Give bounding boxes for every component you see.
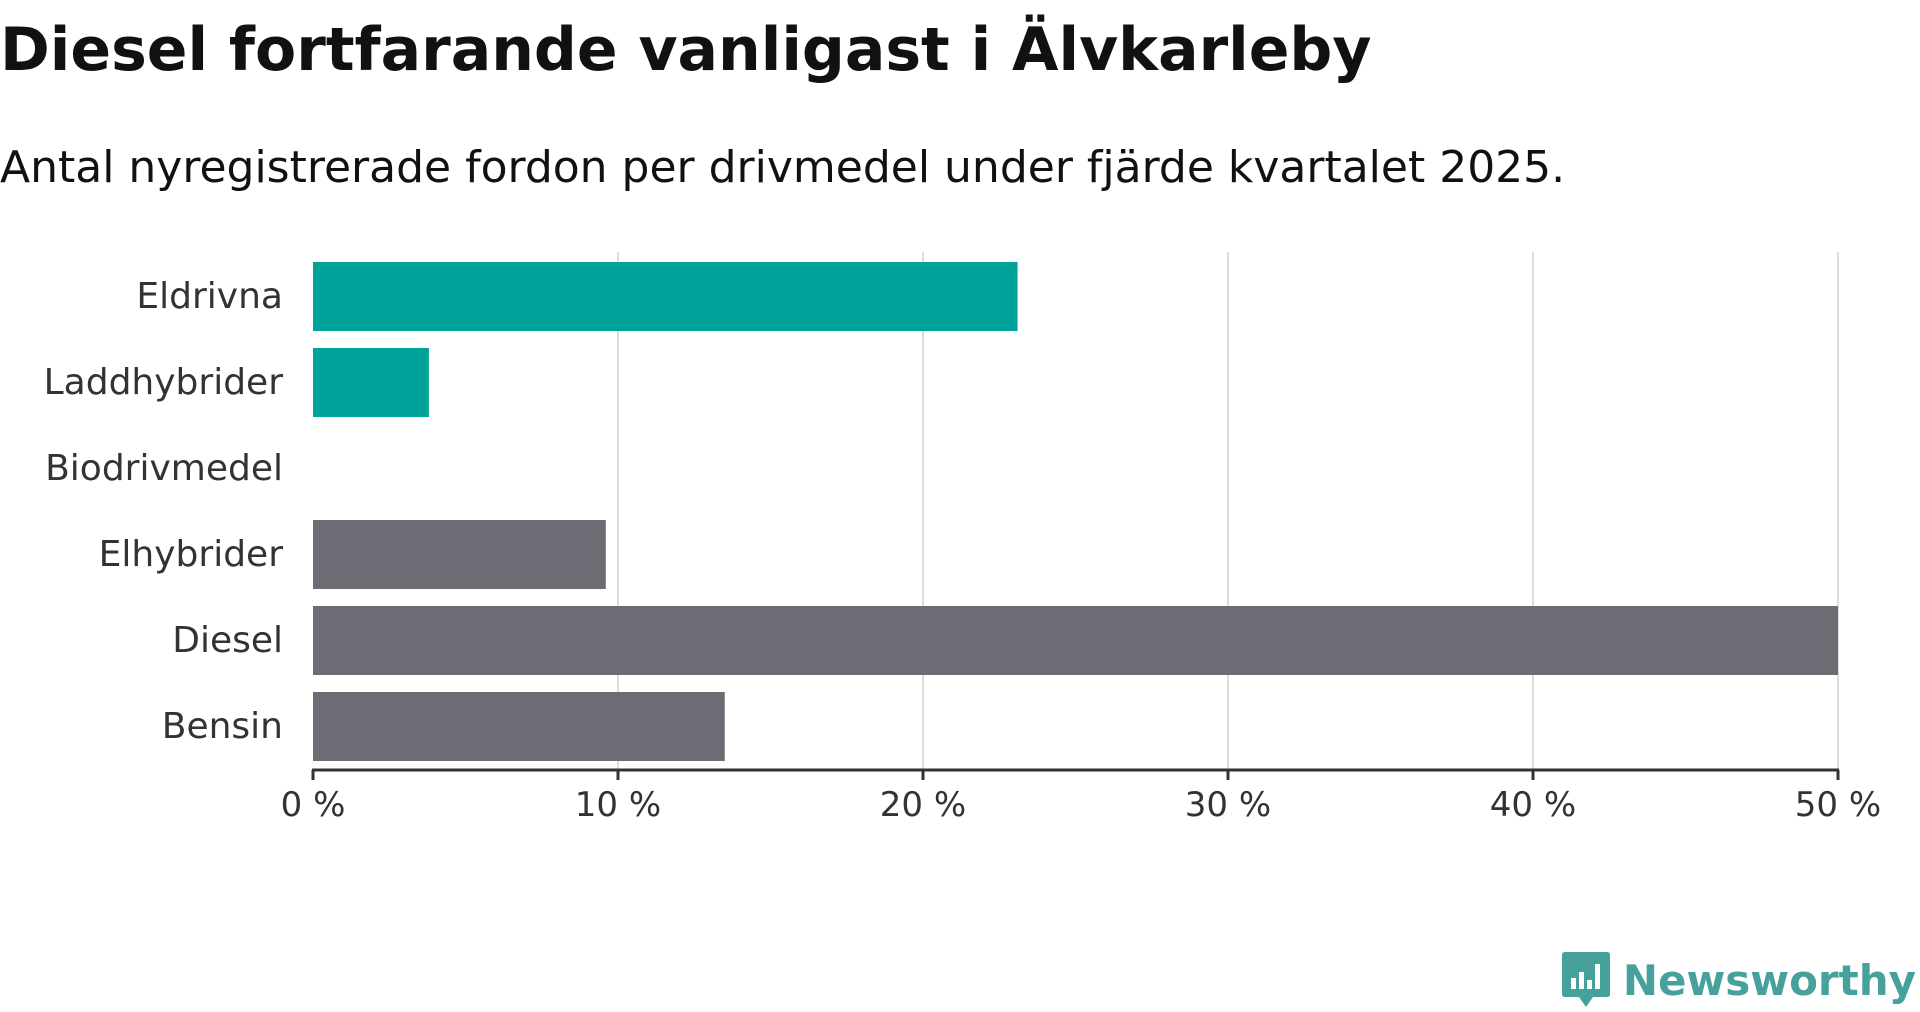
bar [313,262,1018,331]
x-tick-label: 10 % [575,785,661,825]
category-label: Eldrivna [136,276,283,317]
newsworthy-logo-text: Newsworthy [1622,955,1916,1005]
x-tick-label: 50 % [1795,785,1881,825]
x-tick-label: 0 % [281,785,346,825]
category-label: Biodrivmedel [45,448,283,489]
x-tick-label: 40 % [1490,785,1576,825]
category-label: Laddhybrider [44,362,284,403]
category-label: Bensin [162,706,283,747]
x-axis: 0 % 10 % 20 % 30 % 40 % 50 % [281,768,1881,825]
x-tick-label: 30 % [1185,785,1271,825]
x-tick-label: 20 % [880,785,966,825]
bar [313,606,1838,675]
gridlines [617,252,1839,770]
category-label: Diesel [172,620,283,661]
bar [313,348,429,417]
newsworthy-logo: Newsworthy [1561,948,1916,1012]
category-label: Elhybrider [99,534,284,575]
chart-subtitle: Antal nyregistrerade fordon per drivmede… [0,142,1566,193]
bar [313,692,725,761]
category-labels: Eldrivna Laddhybrider Biodrivmedel Elhybrid… [44,276,284,747]
bar [313,520,606,589]
bars [313,262,1838,761]
bar-chart: 0 % 10 % 20 % 30 % 40 % 50 % Eldrivna Laddhybr… [44,252,1881,825]
newsworthy-logo-icon [1561,952,1610,1007]
chart-title: Diesel fortfarande vanligast i Älvkarleb… [0,15,1372,85]
